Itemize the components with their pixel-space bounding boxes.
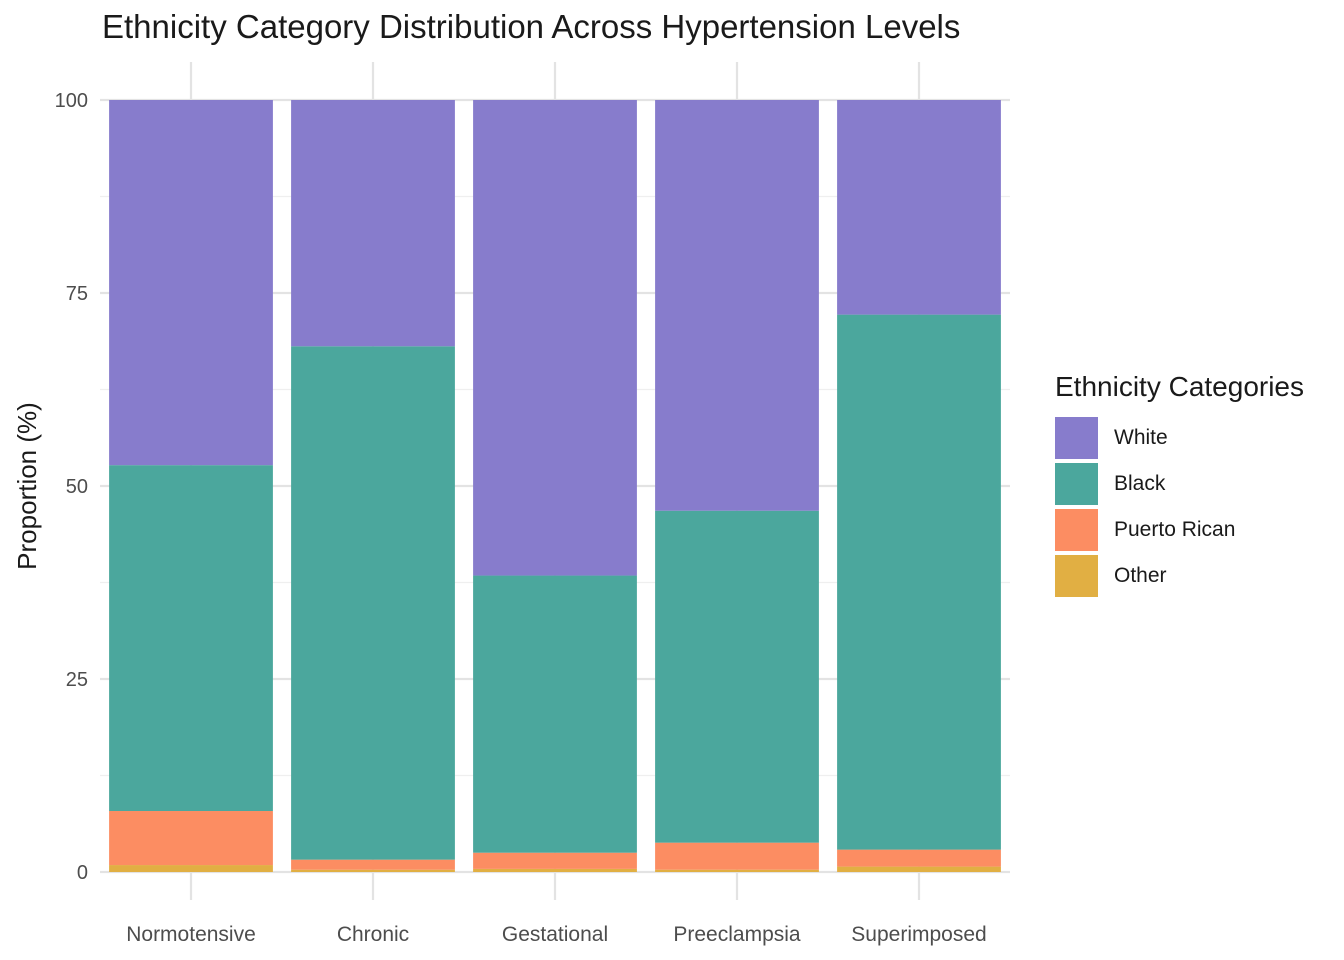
bar-segment-white-superimposed [837, 100, 1001, 315]
bar-segment-other-normotensive [109, 865, 273, 872]
legend-item-black: Black [1055, 462, 1165, 506]
bar-segment-black-normotensive [109, 465, 273, 812]
bar-segment-white-preeclampsia [655, 100, 819, 511]
bar-segment-other-chronic [291, 869, 455, 872]
chart-title: Ethnicity Category Distribution Across H… [102, 8, 961, 45]
legend-swatch [1055, 509, 1098, 551]
legend-item-other: Other [1055, 554, 1167, 598]
bar-segment-black-preeclampsia [655, 510, 819, 843]
bar-segment-white-normotensive [109, 100, 273, 466]
bar-segment-puerto-rican-chronic [291, 859, 455, 870]
legend-swatch [1055, 417, 1098, 459]
bar-segment-puerto-rican-gestational [473, 852, 637, 869]
x-tick-label: Superimposed [851, 923, 986, 946]
legend-swatch [1055, 463, 1098, 505]
x-tick-label: Preeclampsia [673, 923, 801, 946]
bar-segment-other-gestational [473, 868, 637, 872]
y-tick-label: 75 [66, 283, 88, 305]
y-tick-label: 25 [66, 669, 88, 691]
bar-segment-white-chronic [291, 100, 455, 347]
bar-segment-black-chronic [291, 346, 455, 860]
bar-segment-puerto-rican-preeclampsia [655, 842, 819, 870]
bar-segment-black-superimposed [837, 314, 1001, 850]
x-tick-label: Chronic [337, 923, 409, 946]
y-tick-label: 0 [77, 862, 88, 884]
y-axis-label: Proportion (%) [12, 402, 42, 570]
x-tick-label: Normotensive [126, 923, 256, 946]
legend-label: White [1114, 426, 1168, 449]
bar-segment-puerto-rican-normotensive [109, 811, 273, 866]
y-tick-label: 50 [66, 476, 88, 498]
legend-title: Ethnicity Categories [1055, 371, 1305, 402]
bar-segment-other-superimposed [837, 866, 1001, 872]
x-tick-label: Gestational [502, 923, 608, 946]
legend-label: Other [1114, 564, 1167, 587]
bar-segment-puerto-rican-superimposed [837, 849, 1001, 867]
legend-label: Black [1114, 472, 1166, 495]
bar-segment-black-gestational [473, 575, 637, 853]
legend-item-white: White [1055, 416, 1168, 460]
bar-segment-other-preeclampsia [655, 869, 819, 872]
legend-item-puerto-rican: Puerto Rican [1055, 508, 1235, 552]
y-tick-label: 100 [55, 90, 88, 112]
legend-swatch [1055, 555, 1098, 597]
bar-segment-white-gestational [473, 100, 637, 576]
legend-label: Puerto Rican [1114, 518, 1236, 541]
